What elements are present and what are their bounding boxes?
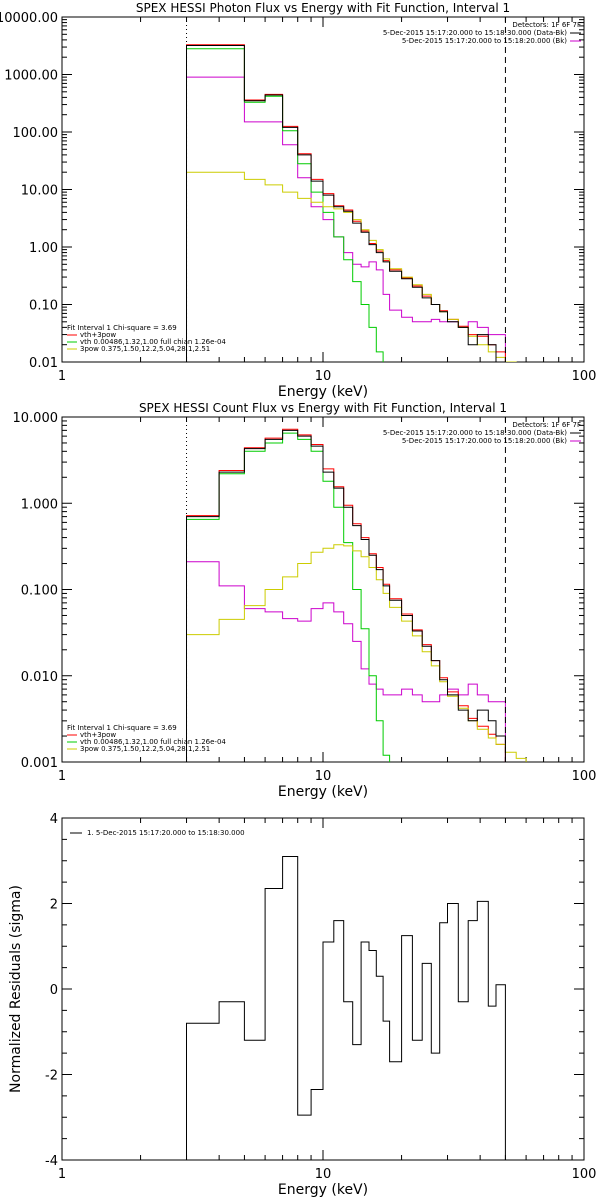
- legend-bottom: Fit Interval 1 Chi-square = 3.69vth+3pow…: [67, 724, 226, 753]
- x-tick-label: 10: [315, 1167, 332, 1182]
- chart-title: SPEX HESSI Count Flux vs Energy with Fit…: [139, 401, 507, 415]
- legend-entry: vth 0.00486,1.32,1.00 full chian 1.26e-0…: [80, 738, 226, 746]
- y-tick-label: -4: [45, 1154, 58, 1169]
- chart-panel-3: 1 10 100 Energy (keV) -4 -2 0 2 4 Normalized Resi…: [8, 812, 596, 1198]
- legend-top: 1. 5-Dec-2015 15:17:20.000 to 15:18:30.0…: [70, 829, 245, 837]
- series-line-vth-3pow: [186, 44, 506, 362]
- x-axis: 1 10 100 Energy (keV): [58, 17, 597, 400]
- x-tick-label: 1: [58, 369, 66, 384]
- legend-top: Detectors: 1F 6F 7F5-Dec-2015 15:17:20.0…: [383, 21, 581, 45]
- chart-panel-1: SPEX HESSI Photon Flux vs Energy with Fi…: [0, 1, 596, 400]
- legend-entry: 5-Dec-2015 15:17:20.000 to 15:18:30.000 …: [383, 29, 567, 37]
- y-tick-label: 10.00: [21, 184, 58, 199]
- y-tick-label: 1000.00: [4, 69, 58, 84]
- series-group: [186, 44, 517, 362]
- y-tick-label: 0.01: [29, 356, 58, 371]
- x-axis-title: Energy (keV): [278, 384, 368, 400]
- y-axis: 0.001 0.010 0.100 1.000 10.000: [13, 411, 584, 771]
- series-line-data-bk: [186, 45, 506, 362]
- legend-entry: 5-Dec-2015 15:17:20.000 to 15:18:20.000 …: [402, 37, 567, 45]
- legend-header: Detectors: 1F 6F 7F: [512, 421, 581, 429]
- y-tick-label: 10.000: [13, 411, 59, 426]
- y-tick-label: 100.00: [13, 126, 59, 141]
- series-group: [186, 428, 527, 762]
- legend-entry: 5-Dec-2015 15:17:20.000 to 15:18:30.000 …: [383, 429, 567, 437]
- y-axis: 0.01 0.10 1.00 10.00 100.00 1000.00 10000.00: [0, 11, 584, 371]
- x-tick-label: 10: [315, 369, 332, 384]
- series-line-vth: [186, 432, 391, 762]
- y-tick-label: 0.10: [29, 299, 58, 314]
- legend-entry: vth+3pow: [80, 331, 116, 339]
- series-line-3pow: [186, 171, 517, 362]
- series-line-data-bk: [186, 429, 506, 762]
- chart-panel-2: SPEX HESSI Count Flux vs Energy with Fit…: [13, 401, 597, 800]
- x-axis: 1 10 100 Energy (keV): [58, 818, 597, 1198]
- legend-header: Fit Interval 1 Chi-square = 3.69: [67, 724, 177, 732]
- legend-entry: 3pow 0.375,1.50,12.2,5.04,28.1,2.51: [80, 745, 210, 753]
- y-tick-label: 0: [50, 983, 58, 998]
- y-tick-label: 0.001: [21, 756, 58, 771]
- x-tick-label: 10: [315, 769, 332, 784]
- legend-entry: 5-Dec-2015 15:17:20.000 to 15:18:20.000 …: [402, 437, 567, 445]
- series-line-1-5-dec-2015-15-17-20-000-to-15-18-30-000: [186, 856, 506, 1160]
- x-tick-label: 100: [572, 769, 597, 784]
- series-line-3pow: [186, 544, 527, 762]
- x-axis-title: Energy (keV): [278, 784, 368, 800]
- y-tick-label: 0.100: [21, 584, 58, 599]
- y-tick-label: 1.00: [29, 241, 58, 256]
- series-line-vth-3pow: [186, 428, 506, 762]
- y-tick-label: -2: [45, 1069, 58, 1084]
- legend-header: Detectors: 1F 6F 7F: [512, 21, 581, 29]
- y-tick-label: 1.000: [21, 497, 58, 512]
- x-tick-label: 100: [572, 1167, 597, 1182]
- legend-header: Fit Interval 1 Chi-square = 3.69: [67, 324, 177, 332]
- legend-entry: vth 0.00486,1.32,1.00 full chian 1.26e-0…: [80, 338, 226, 346]
- legend-entry: 1. 5-Dec-2015 15:17:20.000 to 15:18:30.0…: [87, 829, 245, 837]
- y-tick-label: 2: [50, 898, 58, 913]
- series-line-vth: [186, 48, 384, 362]
- legend-bottom: Fit Interval 1 Chi-square = 3.69vth+3pow…: [67, 324, 226, 353]
- y-tick-label: 0.010: [21, 670, 58, 685]
- y-axis: -4 -2 0 2 4 Normalized Residuals (sigma): [8, 812, 584, 1169]
- series-line-bk: [186, 76, 506, 362]
- legend-top: Detectors: 1F 6F 7F5-Dec-2015 15:17:20.0…: [383, 421, 581, 445]
- chart-title: SPEX HESSI Photon Flux vs Energy with Fi…: [136, 1, 510, 15]
- x-tick-label: 1: [58, 1167, 66, 1182]
- x-tick-label: 1: [58, 769, 66, 784]
- x-axis: 1 10 100 Energy (keV): [58, 417, 597, 800]
- y-tick-label: 4: [50, 812, 58, 827]
- series-line-bk: [186, 561, 506, 762]
- legend-entry: 3pow 0.375,1.50,12.2,5.04,28.1,2.51: [80, 345, 210, 353]
- legend-entry: vth+3pow: [80, 731, 116, 739]
- x-axis-title: Energy (keV): [278, 1182, 368, 1198]
- y-tick-label: 10000.00: [0, 11, 58, 26]
- series-group: [186, 856, 506, 1160]
- y-axis-title: Normalized Residuals (sigma): [8, 885, 24, 1093]
- x-tick-label: 100: [572, 369, 597, 384]
